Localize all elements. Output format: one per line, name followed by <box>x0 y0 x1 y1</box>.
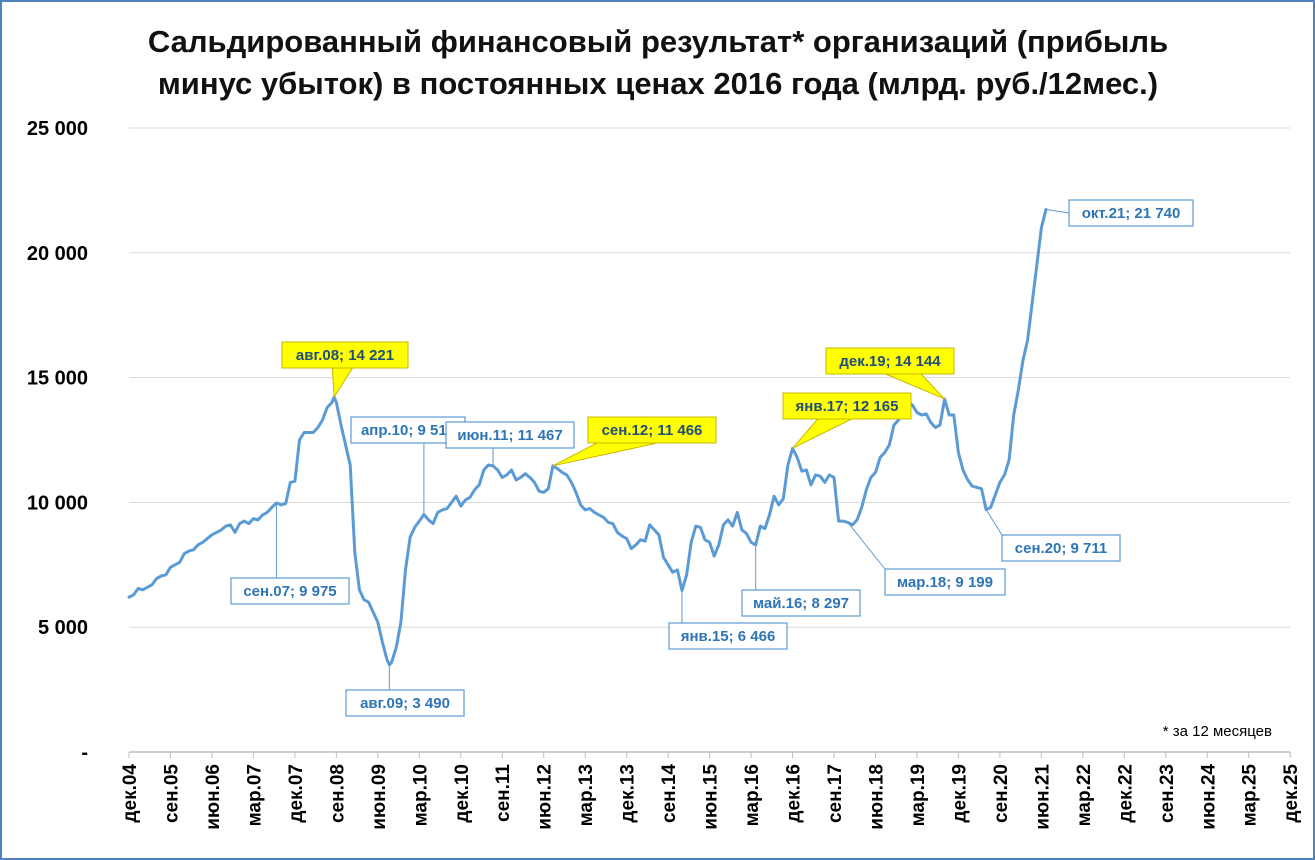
x-tick-label: дек.13 <box>618 764 639 823</box>
y-tick-label: 20 000 <box>27 243 88 265</box>
data-label: янв.17; 12 165 <box>782 392 912 449</box>
chart-title-line-1: Сальдированный финансовый результат* орг… <box>148 24 1168 59</box>
x-tick-label: сен.17 <box>825 764 846 823</box>
x-tick-label: мар.13 <box>576 764 597 826</box>
label-text: апр.10; 9 517 <box>361 422 455 439</box>
label-box <box>741 589 861 617</box>
data-label: янв.15; 6 466 <box>668 590 788 650</box>
x-tick-label: мар.25 <box>1240 764 1261 827</box>
x-tick-label: сен.14 <box>659 764 680 823</box>
label-box <box>1068 199 1194 227</box>
y-tick-label: 10 000 <box>27 492 88 514</box>
x-tick-label: дек.04 <box>120 764 141 823</box>
x-tick-label: мар.19 <box>908 764 929 826</box>
leader-line <box>985 509 1003 536</box>
label-box <box>1001 534 1121 562</box>
x-tick-label: дек.16 <box>784 764 805 823</box>
x-tick-label: дек.10 <box>452 764 473 823</box>
callout-box <box>825 347 955 375</box>
label-box <box>230 577 350 605</box>
x-tick-label: мар.07 <box>244 764 265 826</box>
x-tick-label: июн.18 <box>866 764 887 830</box>
callout-text: дек.19; 14 144 <box>839 353 941 370</box>
y-axis-ticks: - 5 000 10 000 15 000 20 000 25 000 <box>27 118 88 764</box>
y-tick-label: 15 000 <box>27 368 88 390</box>
footnote: * за 12 месяцев <box>1163 723 1272 740</box>
series <box>127 207 1048 667</box>
x-tick-label: дек.19 <box>949 764 970 823</box>
data-label: сен.12; 11 466 <box>552 416 717 467</box>
callout-text: авг.08; 14 221 <box>296 347 394 364</box>
data-label: сен.07; 9 975 <box>230 503 350 605</box>
label-text: сен.20; 9 711 <box>1015 540 1107 557</box>
data-label: май.16; 8 297 <box>741 544 861 617</box>
data-label: авг.08; 14 221 <box>281 341 409 399</box>
callout-box <box>587 416 717 444</box>
data-labels: авг.08; 14 221 сен.07; 9 975 авг.09; 3 490… <box>230 199 1194 717</box>
label-text: сен.07; 9 975 <box>243 583 336 600</box>
chart-title-line-2: минус убыток) в постоянных ценах 2016 го… <box>158 66 1158 101</box>
data-label: мар.18; 9 199 <box>847 522 1006 596</box>
label-text: окт.21; 21 740 <box>1082 205 1181 222</box>
label-box <box>668 622 788 650</box>
x-tick-label: сен.05 <box>161 764 182 823</box>
callout-box <box>281 341 409 369</box>
x-tick-label: июн.12 <box>535 764 556 830</box>
x-tick-label: июн.06 <box>203 764 224 830</box>
x-tick-label: мар.16 <box>742 764 763 826</box>
leader-line <box>1045 208 1070 214</box>
data-label: сен.20; 9 711 <box>985 509 1121 562</box>
label-text: июн.11; 11 467 <box>457 427 562 444</box>
x-tick-label: сен.20 <box>991 764 1012 823</box>
x-tick-label: июн.21 <box>1032 764 1053 830</box>
y-tick-label: 25 000 <box>27 118 88 140</box>
data-label: июн.11; 11 467 <box>445 421 575 466</box>
x-tick-label: мар.22 <box>1074 764 1095 826</box>
data-label: дек.19; 14 144 <box>825 347 955 400</box>
leader-line <box>847 522 886 570</box>
label-text: май.16; 8 297 <box>753 595 849 612</box>
x-tick-label: дек.07 <box>286 764 307 823</box>
x-tick-label: дек.25 <box>1281 764 1302 823</box>
label-box <box>884 568 1006 596</box>
x-tick-label: июн.15 <box>701 764 722 830</box>
data-label: авг.09; 3 490 <box>345 664 465 717</box>
x-tick-label: июн.09 <box>369 764 390 830</box>
callout-text: янв.17; 12 165 <box>796 398 899 415</box>
label-text: мар.18; 9 199 <box>897 574 993 591</box>
y-tick-label: 5 000 <box>38 617 88 639</box>
callout-text: сен.12; 11 466 <box>602 422 703 439</box>
data-label: окт.21; 21 740 <box>1045 199 1194 227</box>
label-box <box>445 421 575 449</box>
callout-box <box>782 392 912 420</box>
x-tick-label: сен.23 <box>1157 764 1178 823</box>
x-tick-label: сен.11 <box>493 764 514 822</box>
x-tick-label: мар.10 <box>410 764 431 826</box>
x-tick-label: дек.22 <box>1115 764 1136 823</box>
series-line <box>127 207 1048 667</box>
label-text: янв.15; 6 466 <box>681 628 776 645</box>
label-text: авг.09; 3 490 <box>360 695 450 712</box>
label-box <box>345 689 465 717</box>
gridlines <box>129 127 1290 628</box>
x-axis: дек.04 сен.05 июн.06 мар.07 дек.07 сен.08 июн.… <box>120 751 1302 830</box>
y-tick-label: - <box>81 742 88 764</box>
x-tick-label: сен.08 <box>327 764 348 823</box>
x-tick-label: июн.24 <box>1198 764 1219 830</box>
